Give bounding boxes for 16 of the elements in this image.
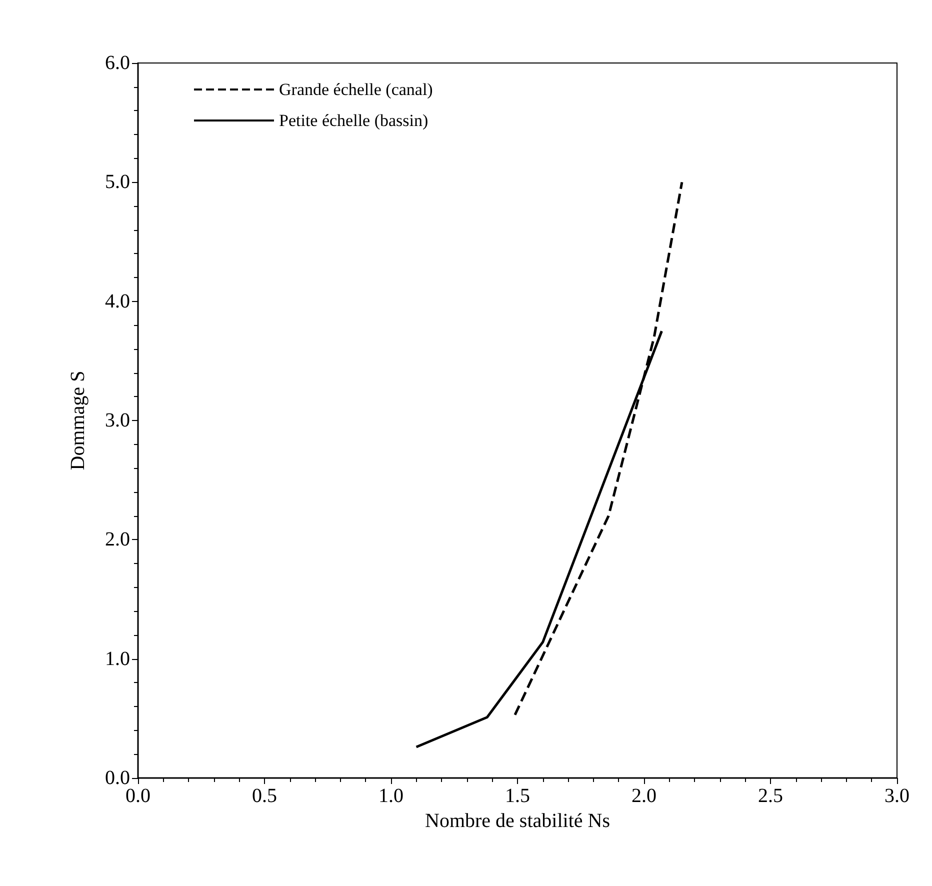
y-tick-label: 5.0 xyxy=(105,171,130,194)
y-tick-label: 6.0 xyxy=(105,52,130,74)
y-tick-label: 3.0 xyxy=(105,410,130,432)
x-tick-label: 2.5 xyxy=(758,785,783,807)
y-tick-label: 4.0 xyxy=(105,290,130,312)
y-tick-label: 2.0 xyxy=(105,528,130,551)
legend-label: Grande échelle (canal) xyxy=(279,80,433,99)
x-tick-label: 2.0 xyxy=(632,785,656,807)
x-tick-label: 3.0 xyxy=(884,785,910,807)
x-tick-label: 1.5 xyxy=(505,785,530,807)
x-tick-label: 1.0 xyxy=(378,785,404,807)
y-tick-label: 1.0 xyxy=(105,648,130,670)
legend-label: Petite échelle (bassin) xyxy=(279,111,428,130)
x-axis-title: Nombre de stabilité Ns xyxy=(425,810,610,832)
x-tick-label: 0.5 xyxy=(252,785,277,807)
y-axis-title: Dommage S xyxy=(67,370,89,470)
